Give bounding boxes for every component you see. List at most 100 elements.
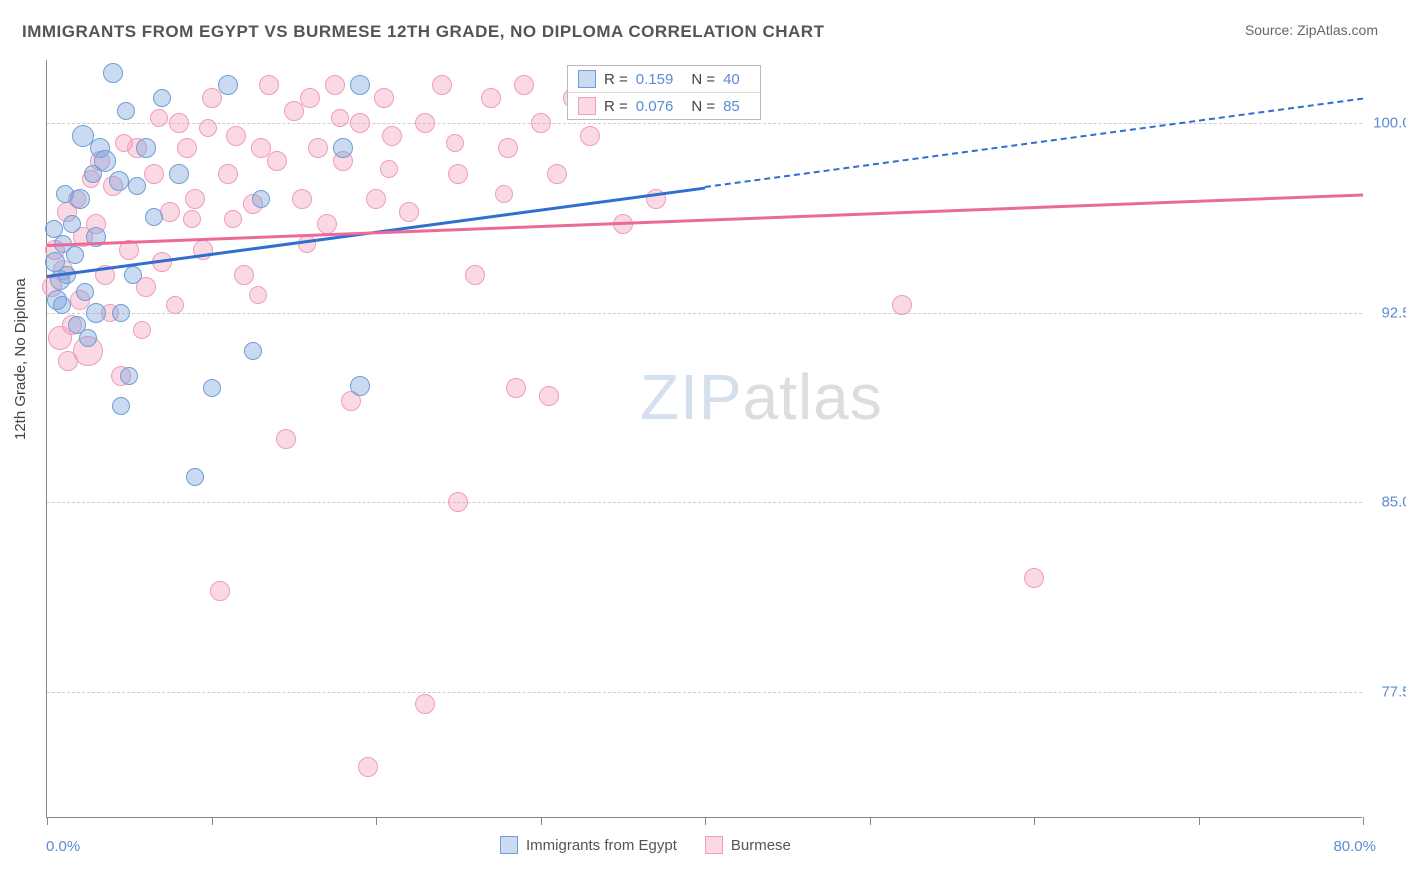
bottom-legend: Immigrants from Egypt Burmese <box>500 836 791 854</box>
stat-n-value: 85 <box>723 98 740 115</box>
stat-r-value: 0.159 <box>636 71 674 88</box>
data-point <box>224 210 242 228</box>
data-point <box>166 296 184 314</box>
data-point <box>252 190 270 208</box>
data-point <box>84 165 102 183</box>
legend-swatch-egypt <box>500 836 518 854</box>
data-point <box>169 113 189 133</box>
legend-label-egypt: Immigrants from Egypt <box>526 837 677 854</box>
data-point <box>202 88 222 108</box>
stats-legend: R = 0.159 N = 40 R = 0.076 N = 85 <box>567 65 761 120</box>
data-point <box>399 202 419 222</box>
data-point <box>183 210 201 228</box>
x-tick <box>1363 817 1364 825</box>
data-point <box>58 351 78 371</box>
data-point <box>276 429 296 449</box>
data-point <box>128 177 146 195</box>
data-point <box>358 757 378 777</box>
data-point <box>86 303 106 323</box>
data-point <box>76 283 94 301</box>
data-point <box>580 126 600 146</box>
chart-plot-area: 77.5%85.0%92.5%100.0%R = 0.159N = 40R = … <box>46 60 1362 818</box>
data-point <box>45 220 63 238</box>
stat-r-label: R = <box>604 71 628 88</box>
data-point <box>150 109 168 127</box>
data-point <box>53 296 71 314</box>
data-point <box>284 101 304 121</box>
data-point <box>117 102 135 120</box>
data-point <box>506 378 526 398</box>
y-tick-label: 77.5% <box>1381 683 1406 700</box>
data-point <box>203 379 221 397</box>
data-point <box>448 492 468 512</box>
x-min-label: 0.0% <box>46 838 80 855</box>
x-tick <box>376 817 377 825</box>
x-max-label: 80.0% <box>1333 838 1376 855</box>
data-point <box>333 138 353 158</box>
data-point <box>446 134 464 152</box>
data-point <box>136 138 156 158</box>
data-point <box>531 113 551 133</box>
y-axis-label: 12th Grade, No Diploma <box>12 278 29 440</box>
data-point <box>109 171 129 191</box>
stat-r-label: R = <box>604 98 628 115</box>
data-point <box>112 304 130 322</box>
y-tick-label: 100.0% <box>1373 115 1406 132</box>
data-point <box>120 367 138 385</box>
data-point <box>514 75 534 95</box>
data-point <box>169 164 189 184</box>
data-point <box>259 75 279 95</box>
stats-swatch <box>578 70 596 88</box>
stats-row: R = 0.076 N = 85 <box>568 92 760 119</box>
x-tick <box>541 817 542 825</box>
data-point <box>350 75 370 95</box>
gridline <box>47 692 1362 693</box>
data-point <box>244 342 262 360</box>
data-point <box>66 246 84 264</box>
stat-n-value: 40 <box>723 71 740 88</box>
x-tick <box>1199 817 1200 825</box>
data-point <box>350 113 370 133</box>
data-point <box>1024 568 1044 588</box>
x-tick <box>47 817 48 825</box>
data-point <box>177 138 197 158</box>
data-point <box>79 329 97 347</box>
stat-n-label: N = <box>691 71 715 88</box>
data-point <box>892 295 912 315</box>
data-point <box>317 214 337 234</box>
data-point <box>234 265 254 285</box>
trend-line-extrapolated <box>705 98 1363 188</box>
data-point <box>133 321 151 339</box>
data-point <box>112 397 130 415</box>
data-point <box>366 189 386 209</box>
data-point <box>415 113 435 133</box>
data-point <box>153 89 171 107</box>
data-point <box>63 215 81 233</box>
data-point <box>186 468 204 486</box>
data-point <box>292 189 312 209</box>
y-tick-label: 85.0% <box>1381 494 1406 511</box>
data-point <box>218 75 238 95</box>
stats-row: R = 0.159 N = 40 <box>568 66 760 92</box>
data-point <box>495 185 513 203</box>
data-point <box>380 160 398 178</box>
legend-label-burmese: Burmese <box>731 837 791 854</box>
data-point <box>199 119 217 137</box>
source-label: Source: ZipAtlas.com <box>1245 22 1378 38</box>
data-point <box>160 202 180 222</box>
data-point <box>249 286 267 304</box>
legend-swatch-burmese <box>705 836 723 854</box>
data-point <box>325 75 345 95</box>
gridline <box>47 502 1362 503</box>
data-point <box>103 63 123 83</box>
data-point <box>498 138 518 158</box>
data-point <box>350 376 370 396</box>
stat-n-label: N = <box>691 98 715 115</box>
stat-r-value: 0.076 <box>636 98 674 115</box>
data-point <box>547 164 567 184</box>
data-point <box>331 109 349 127</box>
x-tick <box>1034 817 1035 825</box>
data-point <box>144 164 164 184</box>
legend-item-egypt: Immigrants from Egypt <box>500 836 677 854</box>
x-tick <box>870 817 871 825</box>
